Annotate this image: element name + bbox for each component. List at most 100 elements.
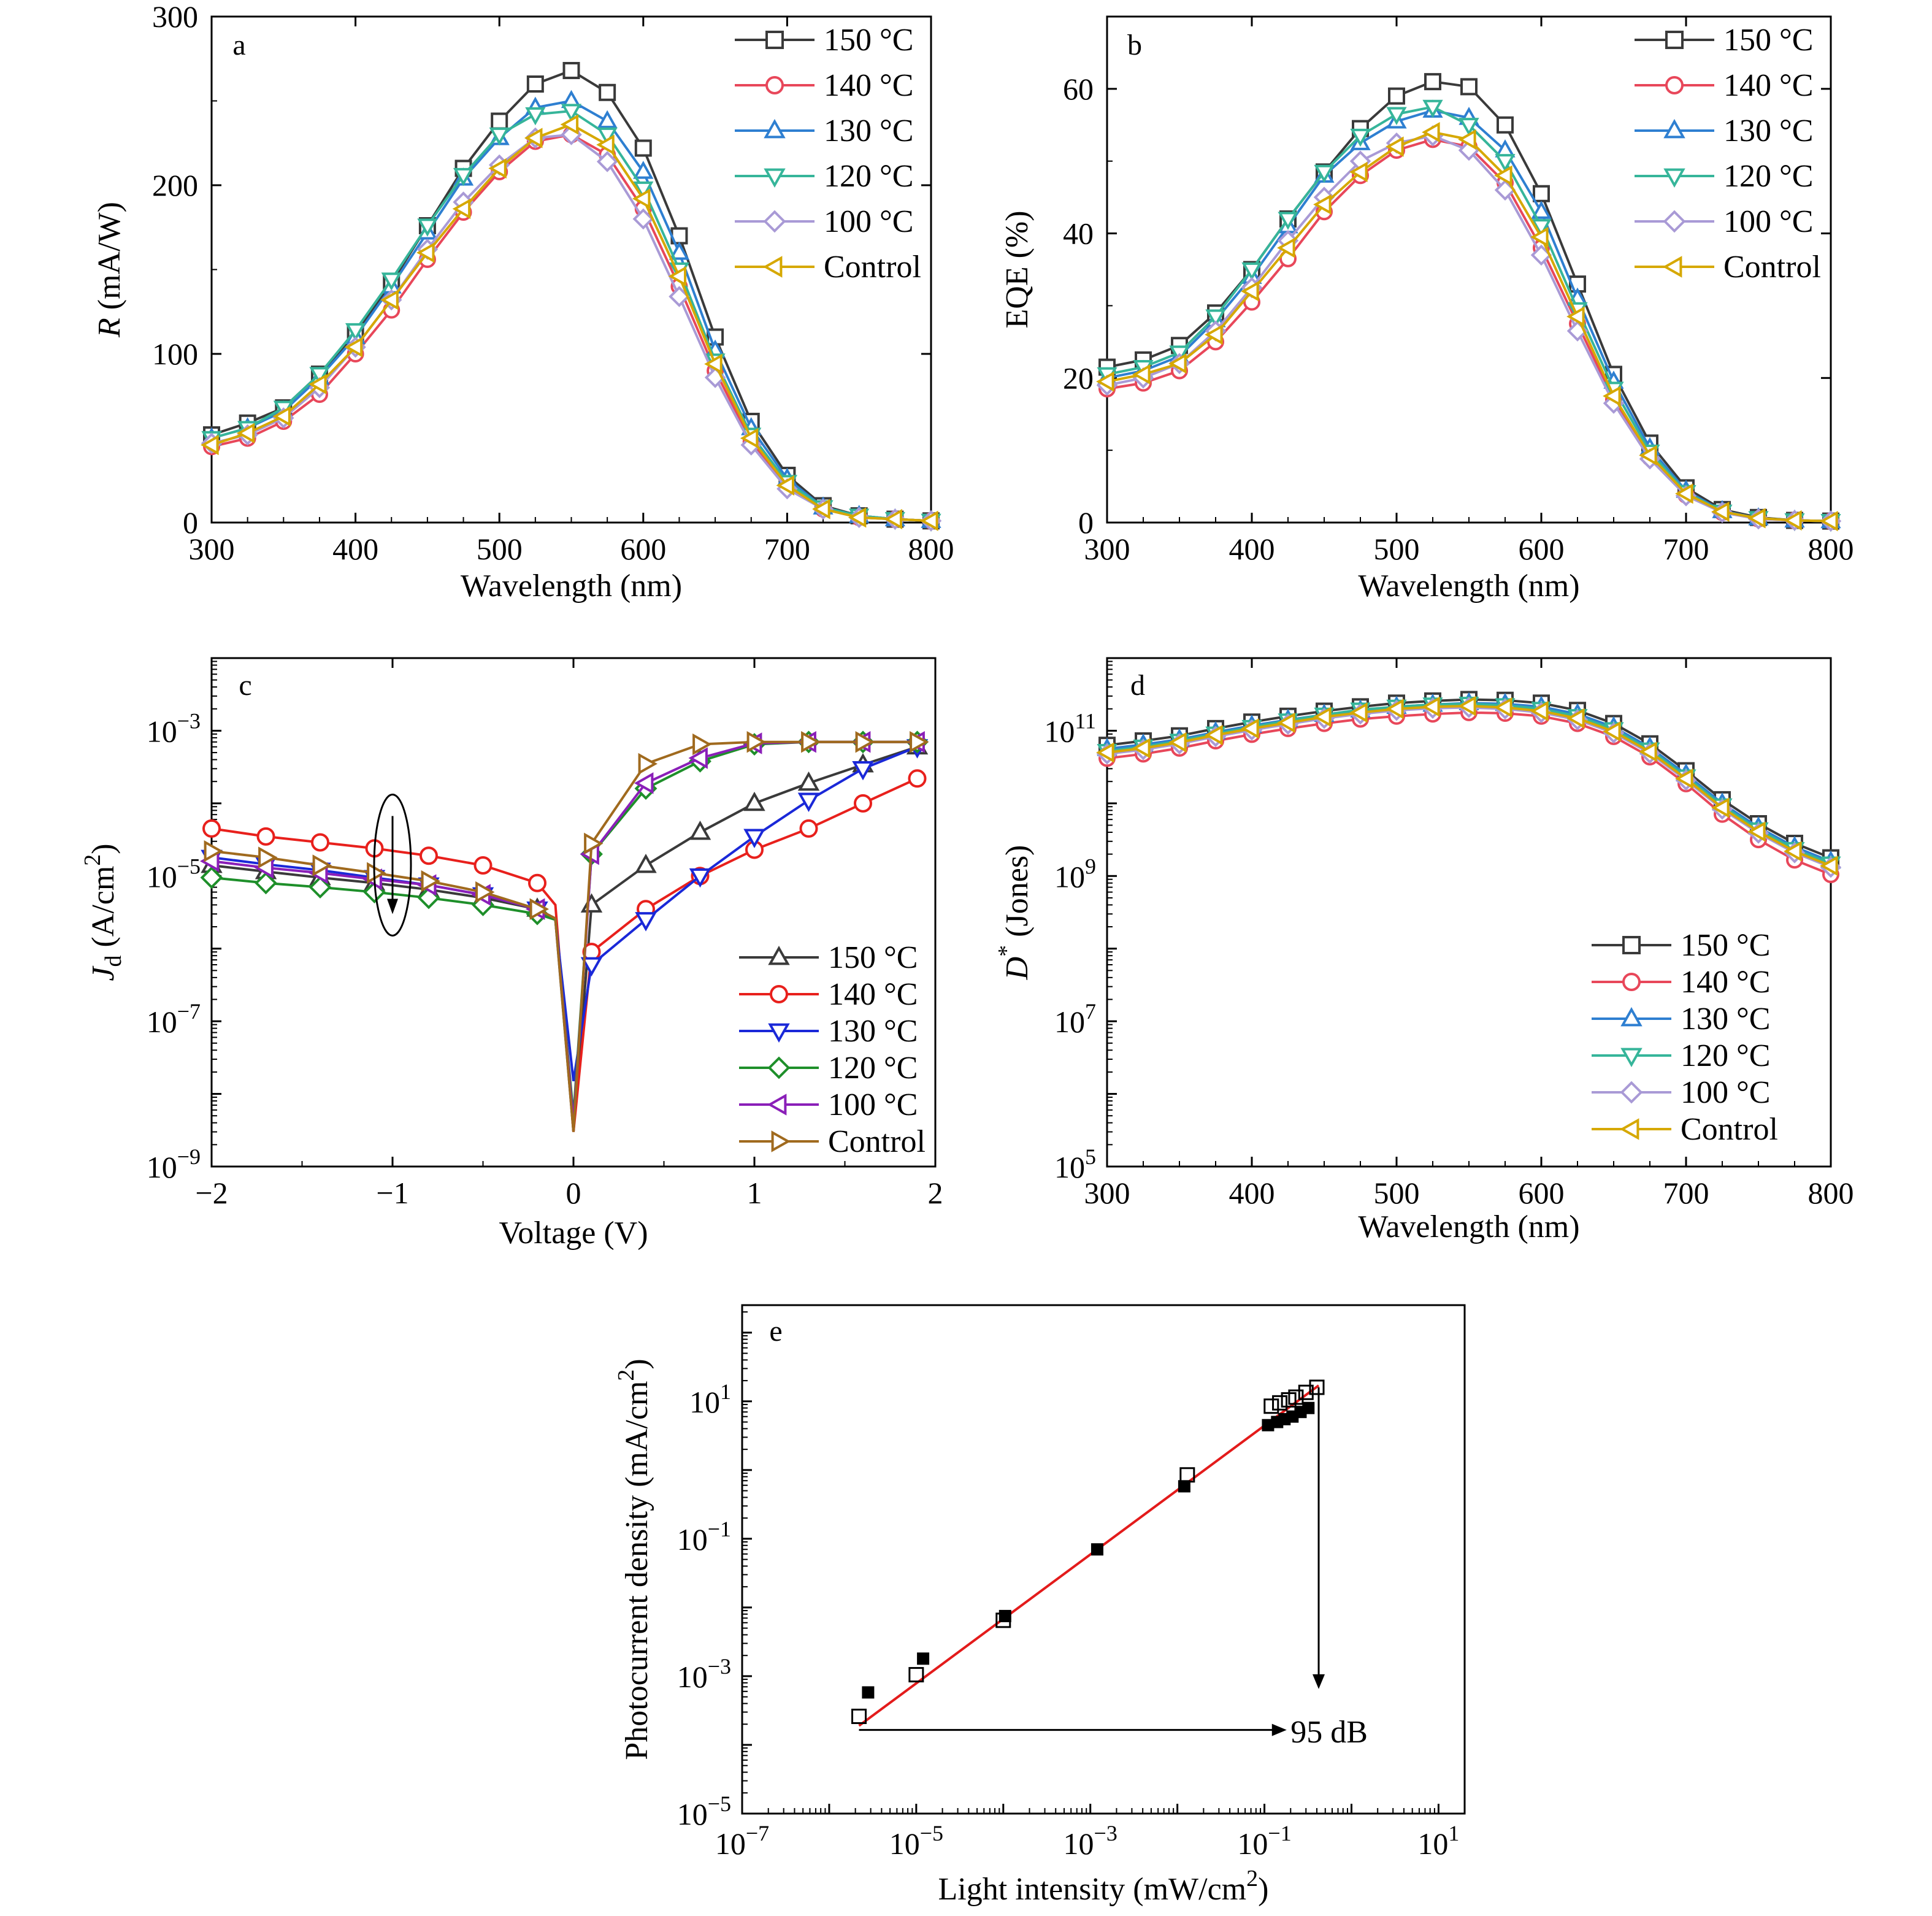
panel-a-y-tick-label: 0: [183, 505, 198, 540]
panel-d-legend-marker: [1619, 1118, 1639, 1140]
panel-d-legend-marker: [1620, 1081, 1643, 1104]
panel-b-data-point: [1349, 161, 1368, 183]
panel-c-annotation-arrowhead: [387, 899, 398, 914]
panel-c-data-point: [580, 893, 603, 913]
panel-b-data-point: [1459, 118, 1479, 136]
panel-b-data-point: [1530, 226, 1549, 248]
panel-a-legend-marker: [765, 76, 784, 94]
panel-a-legend-label: 150 °C: [824, 23, 913, 58]
panel-a-data-point: [597, 110, 618, 129]
panel-d-data-point: [1168, 732, 1187, 753]
panel-b-data-point: [1639, 445, 1657, 466]
panel-e-data-point-filled: [1302, 1401, 1315, 1414]
panel-b-data-point: [1820, 511, 1838, 532]
panel-b-data-point: [1386, 136, 1404, 157]
panel-a-data-point: [560, 114, 579, 135]
panel-c-data-point: [634, 772, 654, 794]
panel-a-y-axis-label: R (mA/W): [92, 202, 127, 338]
panel-c-data-point: [692, 733, 712, 756]
panel-a-data-point: [345, 323, 366, 342]
panel-c-legend-label: 150 °C: [828, 940, 918, 975]
panel-b-x-tick-label: 600: [1519, 532, 1565, 566]
panel-d-x-tick-label: 600: [1519, 1176, 1565, 1210]
panel-d-y-tick-label: 105: [1054, 1144, 1096, 1184]
panel-a-x-tick-label: 400: [332, 532, 378, 566]
panel-a-data-point: [489, 127, 510, 146]
panel-c-dark-current-chart: −2 −1 0 1 2 10−9 10−7 10−5 10−3 Voltage (V) Jd (A/…: [80, 657, 943, 1251]
panel-d-data-point: [1458, 696, 1476, 716]
panel-b-legend-marker: [1663, 118, 1685, 139]
panel-c-data-point: [854, 794, 872, 813]
panel-b-data-point: [1533, 185, 1550, 202]
panel-e-dynamic-range-annotation: 95 dB: [1290, 1715, 1368, 1750]
panel-c-legend-label: 130 °C: [828, 1014, 918, 1049]
panel-b-data-point: [1168, 353, 1187, 374]
panel-d-x-axis-label: Wavelength (nm): [1358, 1209, 1579, 1244]
panel-b-x-tick-label: 400: [1229, 532, 1275, 566]
panel-a-x-tick-label: 500: [477, 532, 523, 566]
panel-a-data-point: [848, 507, 867, 528]
panel-b-x-tick-label: 300: [1084, 532, 1130, 566]
panel-a-data-point: [632, 188, 651, 209]
panel-d-data-point: [1747, 821, 1766, 842]
panel-d-data-point: [1530, 700, 1549, 722]
panel-c-data-point: [367, 862, 386, 884]
panel-b-legend-label: 140 °C: [1723, 68, 1813, 103]
panel-a-y-tick-label: 200: [152, 168, 198, 202]
panel-e-data-point-open: [1263, 1398, 1279, 1414]
panel-b-data-point: [1566, 306, 1585, 327]
panel-d-legend-label: Control: [1681, 1112, 1778, 1147]
panel-b-data-point: [1603, 386, 1621, 407]
panel-d-y-tick-label: 1011: [1044, 708, 1096, 748]
panel-c-data-point: [584, 832, 604, 855]
panel-a-data-point: [740, 427, 759, 449]
panel-d-legend-marker: [1620, 1048, 1643, 1068]
panel-c-data-point: [200, 866, 223, 889]
panel-c-data-point: [689, 868, 711, 888]
panel-b-data-point: [1278, 212, 1298, 230]
panel-c-x-tick-label: −1: [376, 1176, 408, 1210]
panel-c-data-point: [255, 872, 277, 895]
panel-d-data-point: [1675, 768, 1693, 789]
panel-b-data-point: [1096, 371, 1114, 392]
panel-a-data-point: [596, 151, 618, 172]
panel-c-data-point: [689, 820, 711, 840]
panel-a-data-point: [812, 499, 830, 519]
panel-d-data-point: [1639, 741, 1657, 762]
panel-b-x-tick-label: 500: [1374, 532, 1420, 566]
panel-b-data-point: [1424, 73, 1441, 91]
panel-b-legend-marker: [1663, 168, 1685, 188]
panel-a-data-point: [344, 337, 363, 358]
panel-b-data-point: [1388, 87, 1405, 105]
panel-a-series-Control: [201, 114, 938, 531]
panel-a-data-point: [599, 83, 616, 101]
panel-a-legend-label: 140 °C: [824, 68, 913, 103]
panel-a-data-point: [596, 134, 615, 155]
panel-a-legend-label: 100 °C: [824, 204, 913, 239]
panel-e-y-tick-label: 10−1: [677, 1517, 731, 1557]
panel-c-data-point: [852, 761, 874, 781]
panel-c-data-point: [528, 873, 546, 892]
panel-e-y-tick-label: 10−5: [677, 1791, 731, 1831]
panel-b-data-point: [1495, 154, 1516, 172]
panel-a-legend-marker: [763, 210, 786, 233]
panel-c-data-point: [638, 753, 658, 775]
panel-b-data-point: [1132, 364, 1151, 385]
panel-d-legend-label: 100 °C: [1681, 1075, 1770, 1110]
panel-d-x-tick-label: 300: [1084, 1176, 1130, 1210]
panel-b-y-tick-label: 20: [1063, 361, 1094, 395]
panel-b-data-point: [1531, 201, 1552, 219]
panel-a-data-point: [201, 434, 219, 456]
panel-d-data-point: [1422, 696, 1440, 717]
panel-a-data-point: [633, 181, 654, 200]
panel-a-data-point: [633, 161, 654, 179]
panel-b-data-point: [1277, 237, 1295, 258]
panel-a-data-point: [380, 289, 399, 310]
panel-c-data-point: [743, 791, 765, 811]
panel-c-data-point: [311, 833, 329, 852]
panel-c-data-point: [580, 957, 603, 977]
panel-c-data-point: [746, 731, 767, 753]
panel-b-data-point: [1494, 165, 1512, 186]
panel-d-data-point: [1132, 738, 1151, 759]
